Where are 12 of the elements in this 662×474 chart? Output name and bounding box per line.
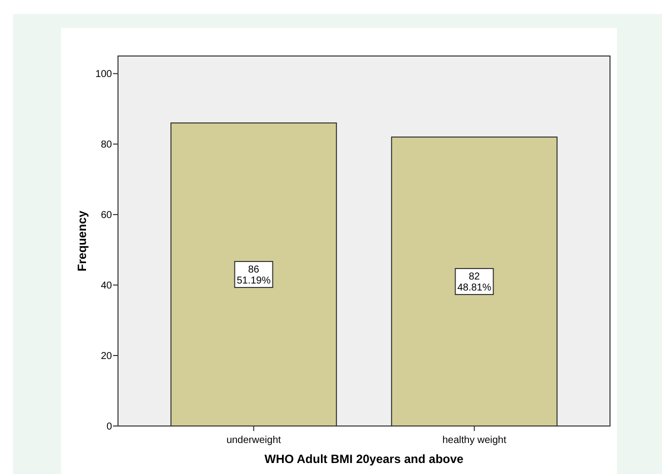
y-axis-title: Frequency [75, 210, 89, 272]
x-tick-label: healthy weight [442, 435, 506, 446]
x-tick-label: underweight [226, 435, 282, 446]
data-label: 82 48.81% [457, 272, 492, 294]
data-label: 86 51.19% [236, 264, 271, 286]
y-tick-label: 60 [100, 210, 112, 222]
y-tick-label: 40 [100, 280, 112, 292]
x-axis-title: WHO Adult BMI 20years and above [264, 452, 464, 466]
y-tick-label: 0 [106, 422, 112, 432]
y-tick-label: 20 [100, 351, 112, 362]
y-tick-label: 100 [95, 69, 112, 80]
y-tick-label: 80 [100, 140, 112, 151]
